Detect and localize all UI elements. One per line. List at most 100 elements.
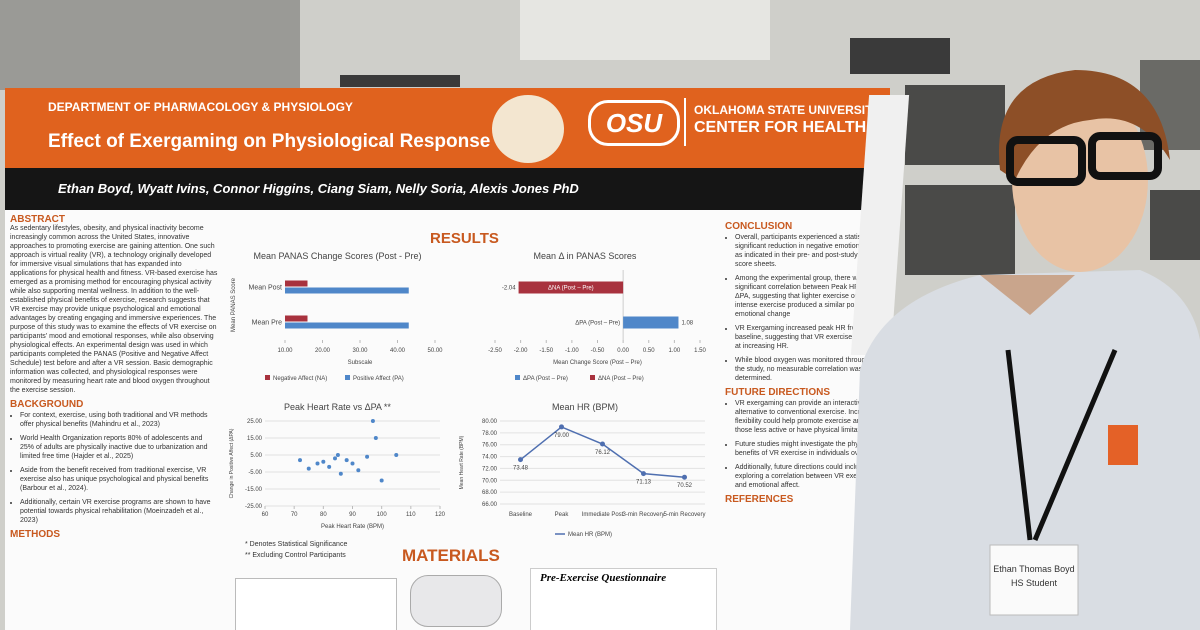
section-heading: RESULTS	[430, 230, 499, 247]
point	[356, 468, 361, 473]
category-label: Mean Pre	[252, 320, 282, 327]
neck	[980, 275, 1075, 315]
x-tick-label: Baseline	[509, 512, 533, 518]
lanyard	[1005, 349, 1118, 541]
point	[315, 461, 320, 466]
x-tick-label: 0.50	[643, 348, 655, 354]
x-axis-label: Mean Change Score (Post – Pre)	[553, 360, 642, 366]
glasses	[1088, 132, 1162, 180]
x-tick-label: -2.00	[514, 348, 528, 354]
table-image	[235, 578, 397, 630]
wall-panel	[0, 0, 300, 90]
poster-header	[5, 88, 890, 168]
y-tick-label: -15.00	[245, 487, 263, 493]
point	[518, 457, 523, 463]
x-axis-label: Subscale	[348, 360, 373, 366]
x-tick-label: 50.00	[427, 348, 443, 354]
point	[370, 419, 375, 423]
questionnaire-image	[530, 568, 717, 630]
y-tick-label: 5.00	[250, 453, 262, 459]
x-tick-label: 90	[349, 512, 356, 518]
x-tick-label: 120	[435, 512, 446, 518]
x-tick-label: -1.00	[565, 348, 579, 354]
point	[321, 459, 326, 464]
list-item: Overall, participants experienced a stat…	[735, 233, 890, 269]
bar	[518, 281, 624, 294]
value-label: 71.13	[636, 480, 652, 486]
point	[682, 474, 687, 480]
list-item: Additionally, future directions could in…	[735, 463, 890, 490]
university: OKLAHOMA STATE UNIVERSITY	[694, 103, 881, 117]
questionnaire-title: Pre-Exercise Questionnaire	[540, 572, 667, 584]
x-tick-label: Peak	[555, 512, 570, 518]
conclusion-list: Overall, participants experienced a stat…	[725, 233, 890, 383]
point	[394, 453, 399, 457]
x-tick-label: 110	[406, 512, 416, 518]
section-heading: METHODS	[10, 529, 60, 540]
right-column: CONCLUSION Overall, participants experie…	[725, 222, 890, 630]
x-tick-label: 80	[320, 512, 327, 518]
background-list: For context, exercise, using both tradit…	[10, 411, 218, 525]
category-label: ΔNA (Post – Pre)	[548, 286, 594, 292]
legend-label: ΔPA (Post – Pre)	[523, 376, 568, 382]
x-axis-label: Peak Heart Rate (BPM)	[321, 524, 384, 530]
legend-label: Mean HR (BPM)	[568, 532, 612, 538]
list-item: For context, exercise, using both tradit…	[20, 411, 218, 429]
point	[641, 471, 646, 477]
point	[365, 454, 370, 459]
x-tick-label: 3-min Recovery	[622, 512, 664, 518]
chart-title: Mean HR (BPM)	[552, 402, 618, 412]
point	[333, 456, 337, 461]
bar	[285, 287, 409, 294]
list-item: Aside from the benefit received from tra…	[20, 466, 218, 493]
x-tick-label: 60	[262, 512, 269, 518]
value-label: 1.08	[681, 321, 693, 327]
legend-label: ΔNA (Post – Pre)	[598, 376, 644, 382]
x-tick-label: -2.50	[488, 348, 502, 354]
x-tick-label: Immediate Post	[582, 512, 624, 518]
point	[379, 478, 384, 483]
vr-headset	[410, 575, 502, 627]
x-tick-label: 40.00	[390, 348, 406, 354]
y-axis-label: Mean Heart Rate (BPM)	[459, 435, 465, 489]
chart: Peak Heart Rate vs ΔPA ** 25.00 15.00 5.00 -…	[229, 402, 446, 530]
category-label: Mean Post	[249, 285, 283, 292]
chart: Mean Δ in PANAS Scores -2.50 -2.00 -1.50 -1.…	[488, 251, 706, 382]
section-heading: BACKGROUND	[10, 399, 84, 410]
future-list: VR exergaming can provide an interactive…	[725, 399, 890, 490]
section-heading: ABSTRACT	[10, 215, 65, 225]
y-tick-label: 74.00	[482, 455, 498, 461]
y-tick-label: 80.00	[482, 419, 498, 425]
legend-swatch	[345, 375, 350, 380]
poster-title: Effect of Exergaming on Physiological Re…	[48, 131, 491, 152]
x-tick-label: 1.00	[669, 348, 681, 354]
left-column: ABSTRACT As sedentary lifestyles, obesit…	[10, 215, 218, 630]
point	[338, 471, 343, 476]
badge	[989, 544, 1079, 616]
point	[306, 466, 311, 471]
x-tick-label: 100	[377, 512, 388, 518]
bar	[285, 322, 409, 329]
legend-swatch	[265, 375, 270, 380]
author-band	[5, 168, 890, 210]
point	[373, 436, 378, 440]
list-item: VR exergaming can provide an interactive…	[735, 399, 890, 435]
list-item: Among the experimental group, there was …	[735, 274, 890, 319]
y-tick-label: 66.00	[482, 502, 498, 508]
y-axis-label: Mean PANAS Score	[231, 277, 237, 332]
value-label: 73.48	[513, 466, 529, 472]
y-tick-label: 72.00	[482, 466, 498, 472]
bar	[623, 316, 679, 329]
legend-label: Positive Affect (PA)	[353, 376, 404, 382]
chart: Mean PANAS Change Scores (Post - Pre) 10.…	[231, 251, 443, 382]
badge-name: Ethan Thomas Boyd	[993, 564, 1074, 574]
list-item: While blood oxygen was monitored through…	[735, 356, 890, 383]
authors: Ethan Boyd, Wyatt Ivins, Connor Higgins,…	[58, 181, 579, 196]
point	[344, 458, 349, 463]
point	[600, 441, 605, 447]
section-heading: CONCLUSION	[725, 222, 793, 232]
point	[350, 461, 355, 466]
plaque	[905, 185, 1015, 275]
rail	[340, 75, 460, 87]
